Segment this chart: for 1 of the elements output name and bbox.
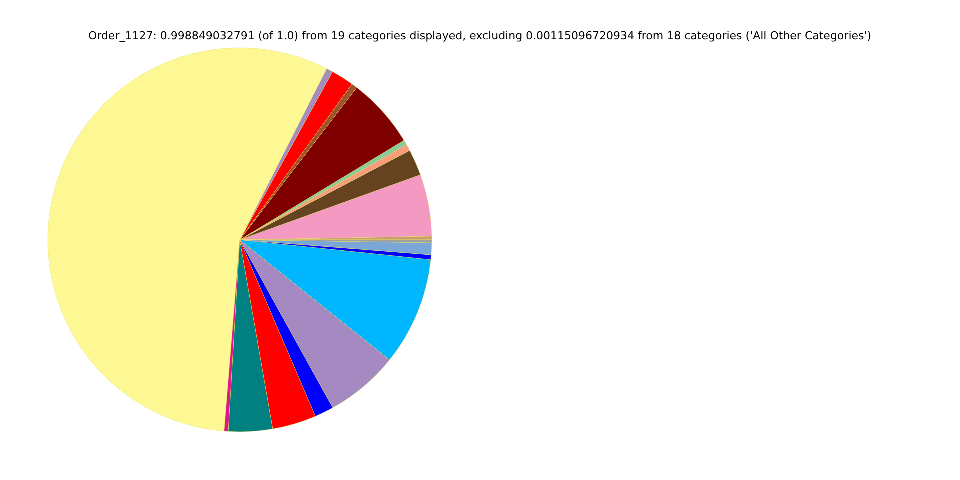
text: Order_1127: 0.998849032791 (of 1.0) from 19 categories displayed, excluding 0.00115096720934 from 18 categories ('All Other Categories') [88,29,872,42]
